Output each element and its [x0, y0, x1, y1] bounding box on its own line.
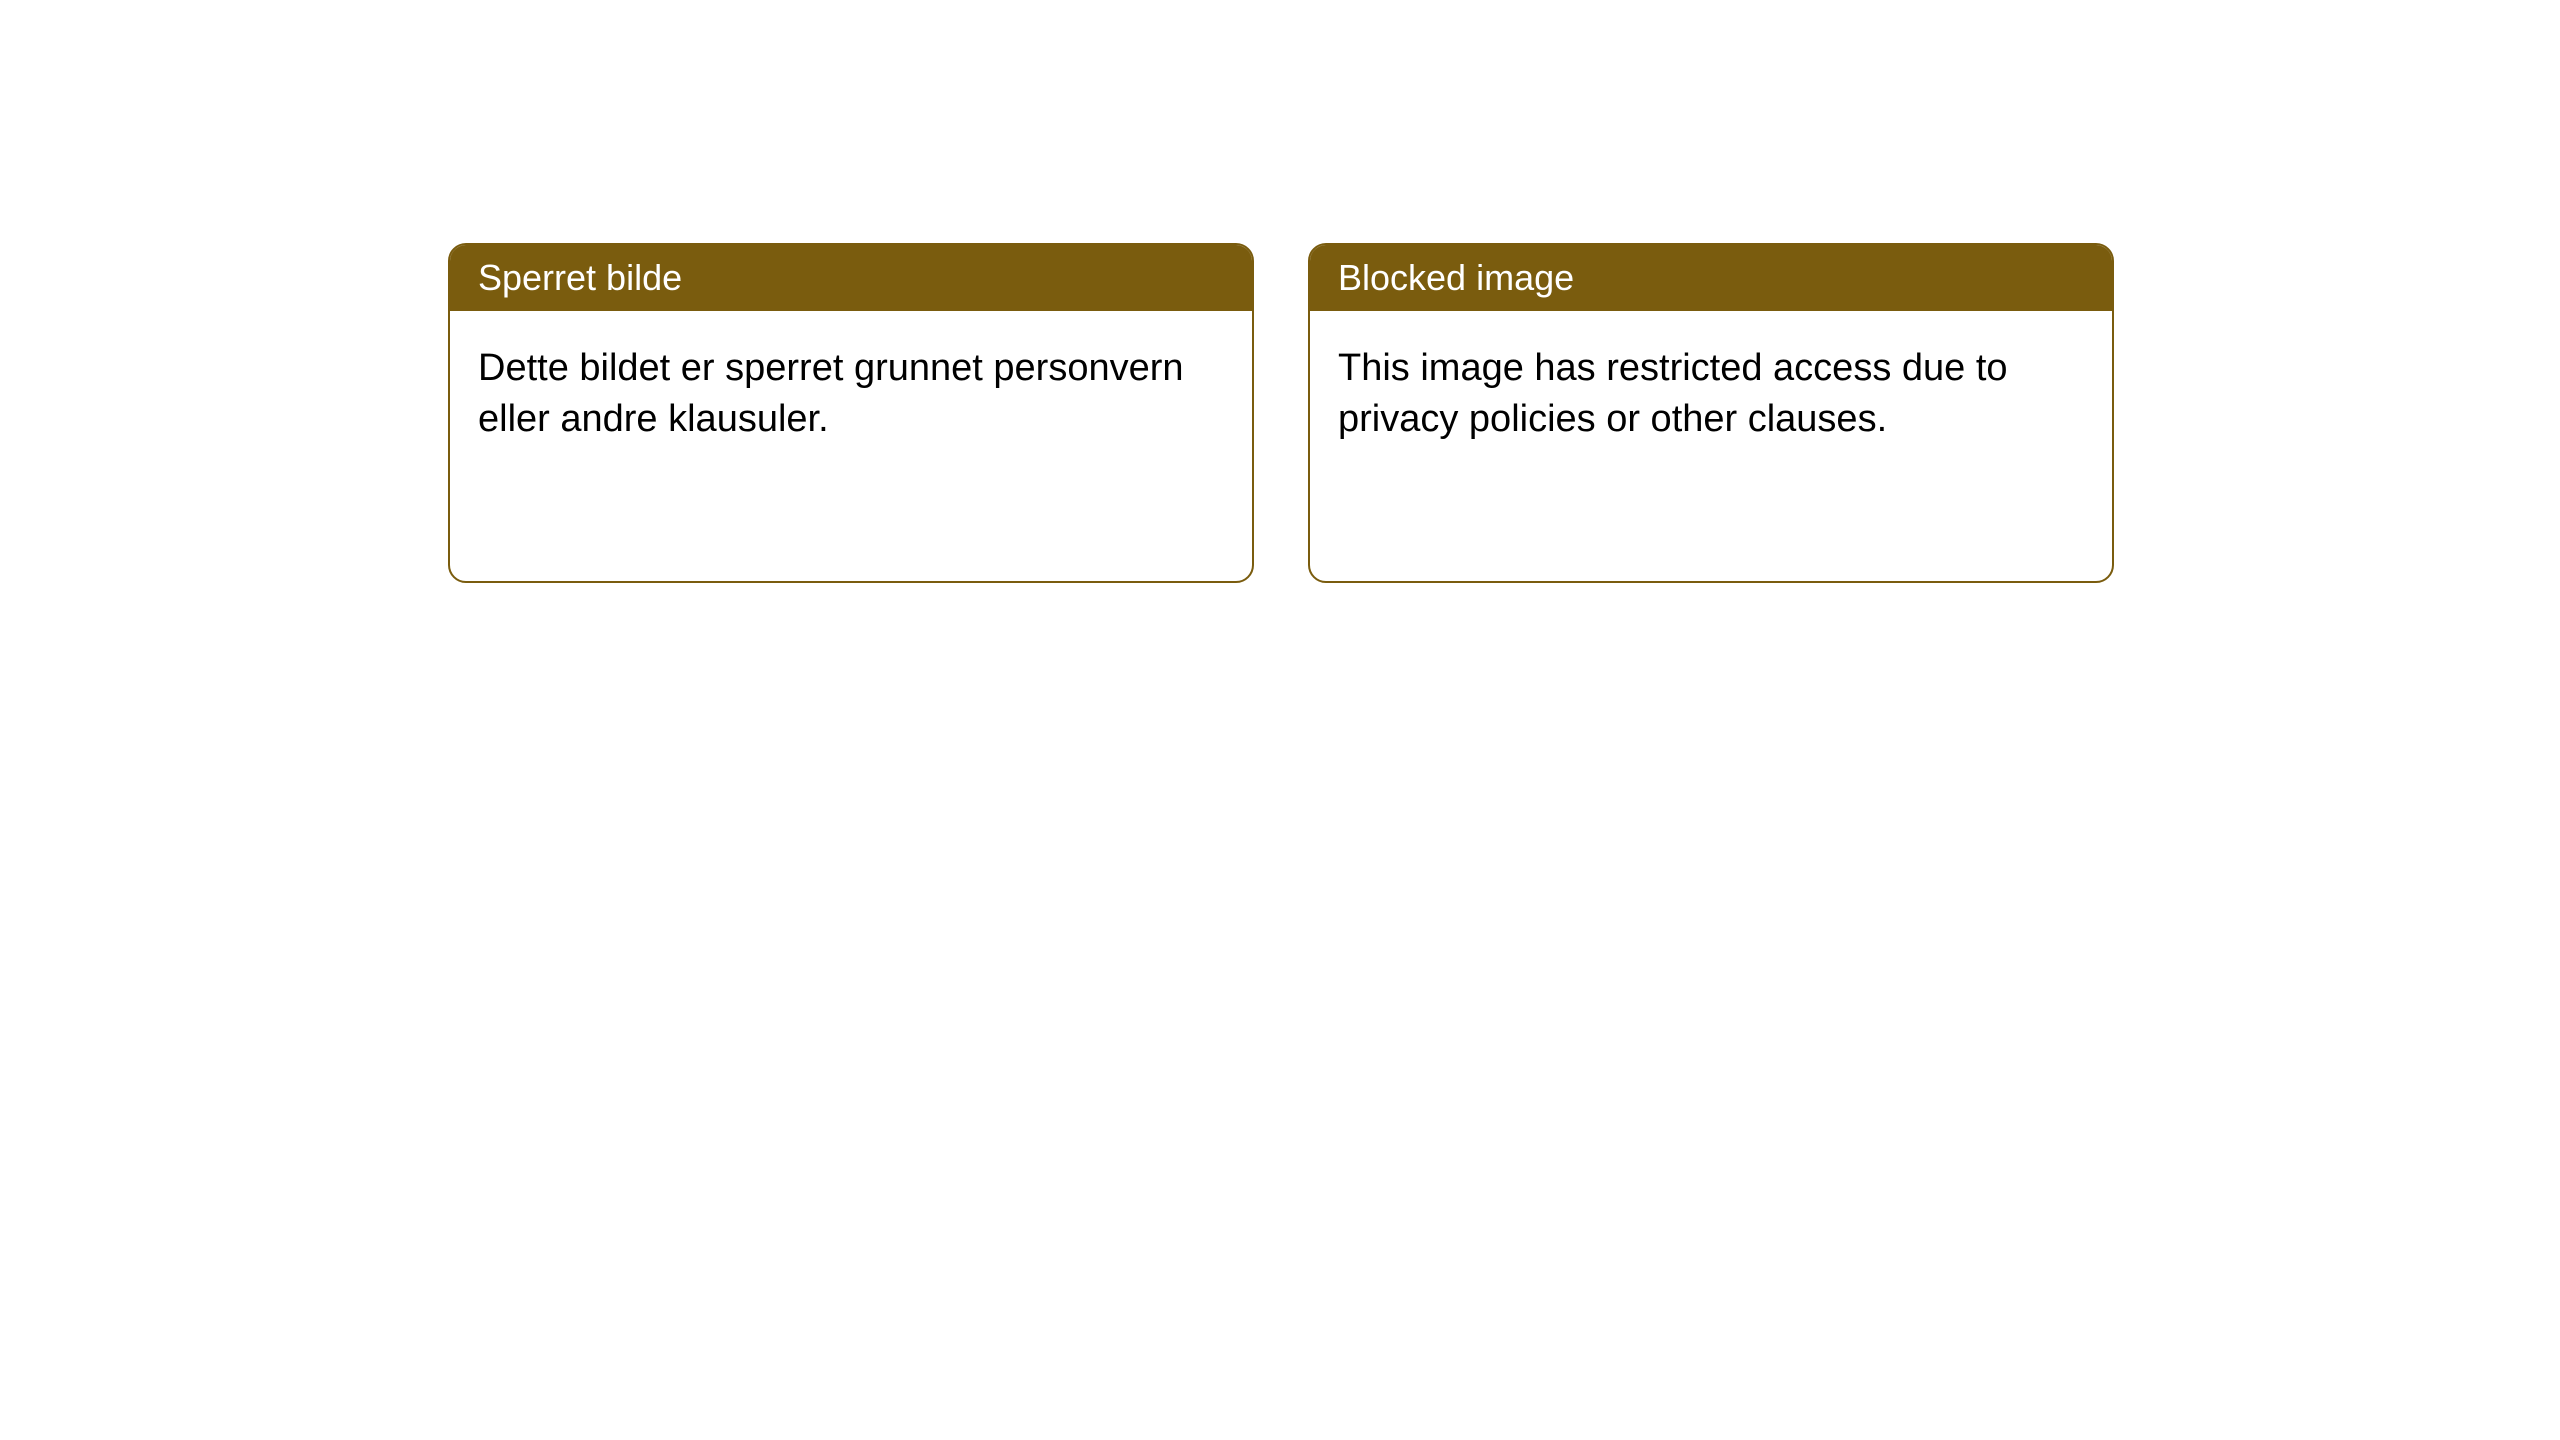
notice-card-english: Blocked image This image has restricted … [1308, 243, 2114, 583]
notice-body-english: This image has restricted access due to … [1310, 311, 2112, 478]
notice-card-norwegian: Sperret bilde Dette bildet er sperret gr… [448, 243, 1254, 583]
notice-header-norwegian: Sperret bilde [450, 245, 1252, 311]
notice-header-english: Blocked image [1310, 245, 2112, 311]
notice-cards-container: Sperret bilde Dette bildet er sperret gr… [448, 243, 2114, 583]
notice-body-norwegian: Dette bildet er sperret grunnet personve… [450, 311, 1252, 478]
